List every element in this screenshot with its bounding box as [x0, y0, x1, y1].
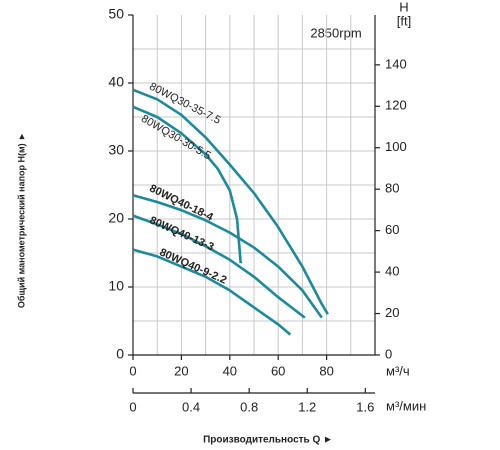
x2-tick-label: 1.6 [356, 399, 374, 414]
y2-tick-label: 80 [385, 181, 399, 196]
annotation: 2850rpm [310, 25, 361, 40]
x2-tick-label: 0.8 [240, 399, 258, 414]
y2-tick-label: 140 [385, 56, 407, 71]
y-tick-label: 20 [108, 210, 124, 226]
x-tick-label: 20 [174, 363, 188, 378]
x2-tick-label: 0 [129, 399, 136, 414]
y2-tick-label: 40 [385, 264, 399, 279]
curve [132, 214, 306, 319]
curve [132, 193, 323, 319]
y2-tick-label: 20 [385, 305, 399, 320]
x-axis-label: Производительность Q ► [203, 435, 333, 446]
x2-axis-unit: м³/мин [386, 398, 426, 413]
x-tick-label: 0 [129, 363, 136, 378]
y2-tick-label: 100 [385, 139, 407, 154]
curve [132, 105, 242, 264]
y2-tick-label: 0 [385, 346, 392, 361]
y-axis-label: Общий манометрический напор H(м) ► [16, 132, 26, 308]
x-tick-label: 40 [223, 363, 237, 378]
annotation-box [300, 22, 370, 46]
x-tick-label: 80 [319, 363, 333, 378]
y-tick-label: 50 [108, 6, 124, 22]
curve-label: 80WQ30-30-5.5 [139, 113, 213, 163]
y2-axis-unit: [ft] [397, 13, 411, 28]
y2-axis-label: H [399, 0, 408, 14]
curve [132, 248, 292, 336]
y-tick-label: 30 [108, 142, 124, 158]
x-tick-label: 60 [271, 363, 285, 378]
y-tick-label: 40 [108, 74, 124, 90]
curve [132, 88, 329, 315]
y-tick-label: 10 [108, 278, 124, 294]
x-axis-unit: м³/ч [386, 363, 410, 378]
x2-tick-label: 1.2 [298, 399, 316, 414]
y2-tick-label: 120 [385, 98, 407, 113]
y-tick-label: 0 [116, 346, 124, 362]
y2-tick-label: 60 [385, 222, 399, 237]
x2-tick-label: 0.4 [182, 399, 200, 414]
